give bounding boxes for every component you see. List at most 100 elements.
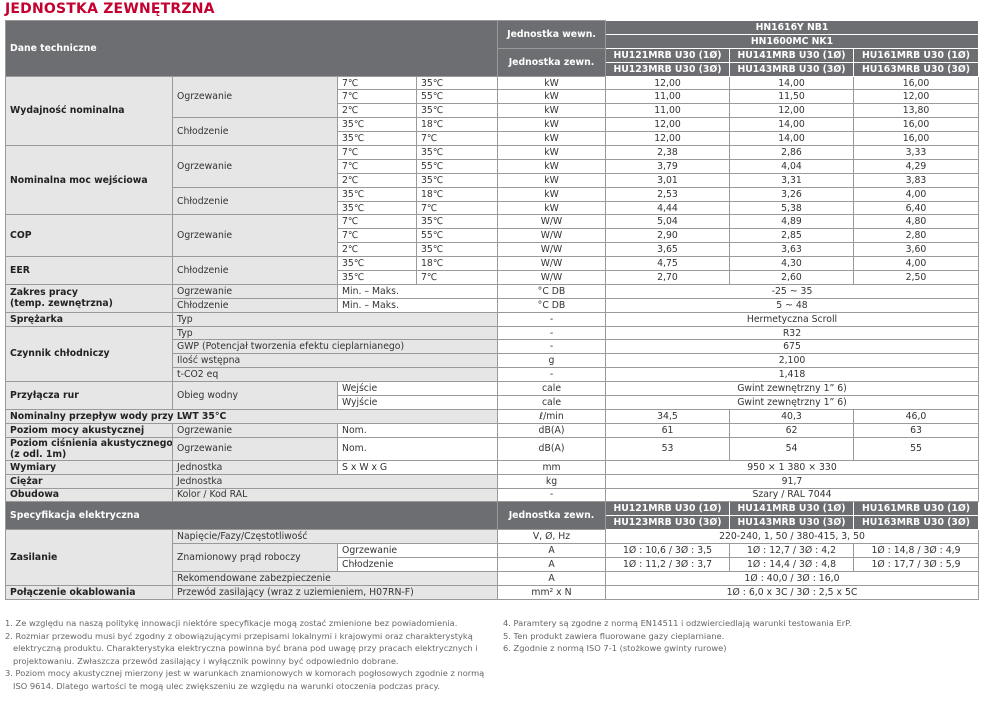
- table-cell: 7℃: [416, 131, 498, 147]
- table-cell: 14,00: [729, 117, 854, 133]
- table-cell: Przyłącza rur: [5, 381, 173, 410]
- table-cell: Typ: [172, 311, 498, 327]
- table-cell: -: [497, 487, 606, 503]
- table-cell: Dane techniczne: [5, 20, 498, 77]
- table-cell: Wejście: [337, 381, 498, 397]
- table-cell: 1Ø : 11,2 / 3Ø : 3,7: [605, 556, 730, 572]
- table-cell: 16,00: [853, 75, 979, 91]
- table-cell: 2,50: [853, 270, 979, 285]
- table-cell: kW: [497, 200, 606, 216]
- table-row: Poziom ciśnienia akustycznego (z odl. 1m)…: [5, 436, 979, 461]
- table-cell: HU143MRB U30 (3Ø): [729, 61, 854, 77]
- table-cell: 2,100: [605, 353, 979, 369]
- table-cell: 1Ø : 40,0 / 3Ø : 16,0: [605, 570, 979, 586]
- table-cell: HU163MRB U30 (3Ø): [853, 515, 979, 531]
- table-cell: 35℃: [337, 186, 417, 202]
- table-cell: 5 ~ 48: [605, 297, 979, 313]
- table-cell: kW: [497, 186, 606, 202]
- table-cell: kW: [497, 75, 606, 91]
- table-cell: W/W: [497, 256, 606, 272]
- table-cell: g: [497, 353, 606, 369]
- table-cell: Wymiary: [5, 459, 173, 475]
- table-cell: -: [497, 311, 606, 327]
- table-cell: 2℃: [337, 103, 417, 119]
- table-cell: 4,75: [605, 256, 730, 272]
- table-cell: A: [497, 570, 606, 586]
- table-cell: 12,00: [853, 89, 979, 105]
- table-row: COP Ogrzewanie 7℃ 35℃ W/W 5,04 4,89 4,80: [5, 214, 979, 258]
- table-cell: HU123MRB U30 (3Ø): [605, 61, 730, 77]
- table-cell: Ilość wstępna: [172, 353, 498, 369]
- table-cell: Zakres pracy (temp. zewnętrzna): [5, 283, 173, 313]
- table-cell: 40,3: [729, 408, 854, 424]
- table-row: HU123MRB U30 (3Ø) HU143MRB U30 (3Ø) HU163M…: [6, 61, 979, 77]
- table-cell: Chłodzenie: [172, 256, 338, 285]
- table-cell: 34,5: [605, 408, 730, 424]
- table-row: EER Chłodzenie 35℃ 18℃ W/W 4,75 4,30 4,00: [5, 256, 979, 285]
- table-cell: V, Ø, Hz: [497, 529, 606, 545]
- note: 1. Ze względu na naszą politykę innowacj…: [5, 618, 458, 628]
- table-cell: Kolor / Kod RAL: [172, 487, 498, 503]
- table-cell: Ogrzewanie: [172, 436, 338, 461]
- table-cell: 35℃: [416, 172, 498, 188]
- table-cell: kW: [497, 131, 606, 147]
- table-cell: kW: [497, 103, 606, 119]
- notes-left: 1. Ze względu na naszą politykę innowacj…: [5, 617, 490, 692]
- table-row: Rekomendowane zabezpieczenie A 1Ø : 40,0 /…: [6, 570, 979, 586]
- table-row: Sprężarka Typ - Hermetyczna Scroll: [5, 311, 979, 327]
- table-cell: W/W: [497, 214, 606, 230]
- table-cell: Wydajność nominalna: [5, 75, 173, 147]
- table-row: Jednostka zewn. HU121MRB U30 (1Ø) HU141MRB…: [6, 47, 979, 77]
- table-cell: 3,65: [605, 242, 730, 258]
- table-row: Połączenie okablowania Przewód zasilający…: [5, 584, 979, 600]
- table-cell: Ogrzewanie: [172, 75, 338, 119]
- table-cell: 2℃: [337, 242, 417, 258]
- table-cell: 35℃: [416, 103, 498, 119]
- table-cell: 35℃: [337, 256, 417, 272]
- table-cell: Czynnik chłodniczy: [5, 325, 173, 383]
- table-cell: kW: [497, 145, 606, 160]
- table-row: Nominalny przepływ wody przy LWT 35°C ℓ/m…: [5, 408, 979, 424]
- table-cell: kW: [497, 89, 606, 105]
- table-cell: HU141MRB U30 (1Ø): [729, 501, 854, 517]
- table-cell: 2,53: [605, 186, 730, 202]
- table-cell: 1Ø : 17,7 / 3Ø : 5,9: [853, 556, 979, 572]
- table-cell: 1,418: [605, 367, 979, 383]
- table-cell: Obieg wodny: [172, 381, 338, 410]
- table-cell: Gwint zewnętrzny 1” 6): [605, 395, 979, 410]
- table-cell: HU161MRB U30 (1Ø): [853, 501, 979, 517]
- table-cell: Hermetyczna Scroll: [605, 311, 979, 327]
- table-cell: kg: [497, 473, 606, 489]
- table-cell: 7℃: [337, 75, 417, 91]
- table-cell: HU123MRB U30 (3Ø): [605, 515, 730, 531]
- table-cell: Nom.: [337, 422, 498, 438]
- table-cell: HU161MRB U30 (1Ø): [853, 47, 979, 63]
- note: 4. Paramtery są zgodne z normą EN14511 i…: [503, 618, 852, 628]
- table-cell: 11,00: [605, 89, 730, 105]
- table-cell: dB(A): [497, 436, 606, 461]
- table-row: Nominalna moc wejściowa Ogrzewanie 7℃ 35℃ kW…: [5, 145, 979, 216]
- table-cell: kW: [497, 117, 606, 133]
- table-cell: 3,26: [729, 186, 854, 202]
- table-cell: Chłodzenie: [337, 556, 498, 572]
- table-cell: HU163MRB U30 (3Ø): [853, 61, 979, 77]
- table-cell: Gwint zewnętrzny 1” 6): [605, 381, 979, 397]
- cell-line: (temp. zewnętrzna): [10, 298, 113, 310]
- table-row: Ciężar Jednostka kg 91,7: [5, 473, 979, 489]
- table-cell: Ciężar: [5, 473, 173, 489]
- table-cell: mm: [497, 459, 606, 475]
- table-cell: 35℃: [337, 270, 417, 285]
- table-cell: 2,38: [605, 145, 730, 160]
- table-cell: 16,00: [853, 117, 979, 133]
- table-cell: -25 ~ 35: [605, 283, 979, 299]
- note: 6. Zgodnie z normą ISO 7-1 (stożkowe gwi…: [503, 643, 727, 653]
- table-cell: 3,31: [729, 172, 854, 188]
- table-cell: 11,50: [729, 89, 854, 105]
- table-cell: 3,33: [853, 145, 979, 160]
- table-cell: Sprężarka: [5, 311, 173, 327]
- table-cell: 61: [605, 422, 730, 438]
- table-cell: Jednostka: [172, 473, 498, 489]
- table-row: Chłodzenie 35℃ 18℃ kW 2,53 3,26 4,00: [6, 186, 979, 216]
- table-cell: Nom.: [337, 436, 498, 461]
